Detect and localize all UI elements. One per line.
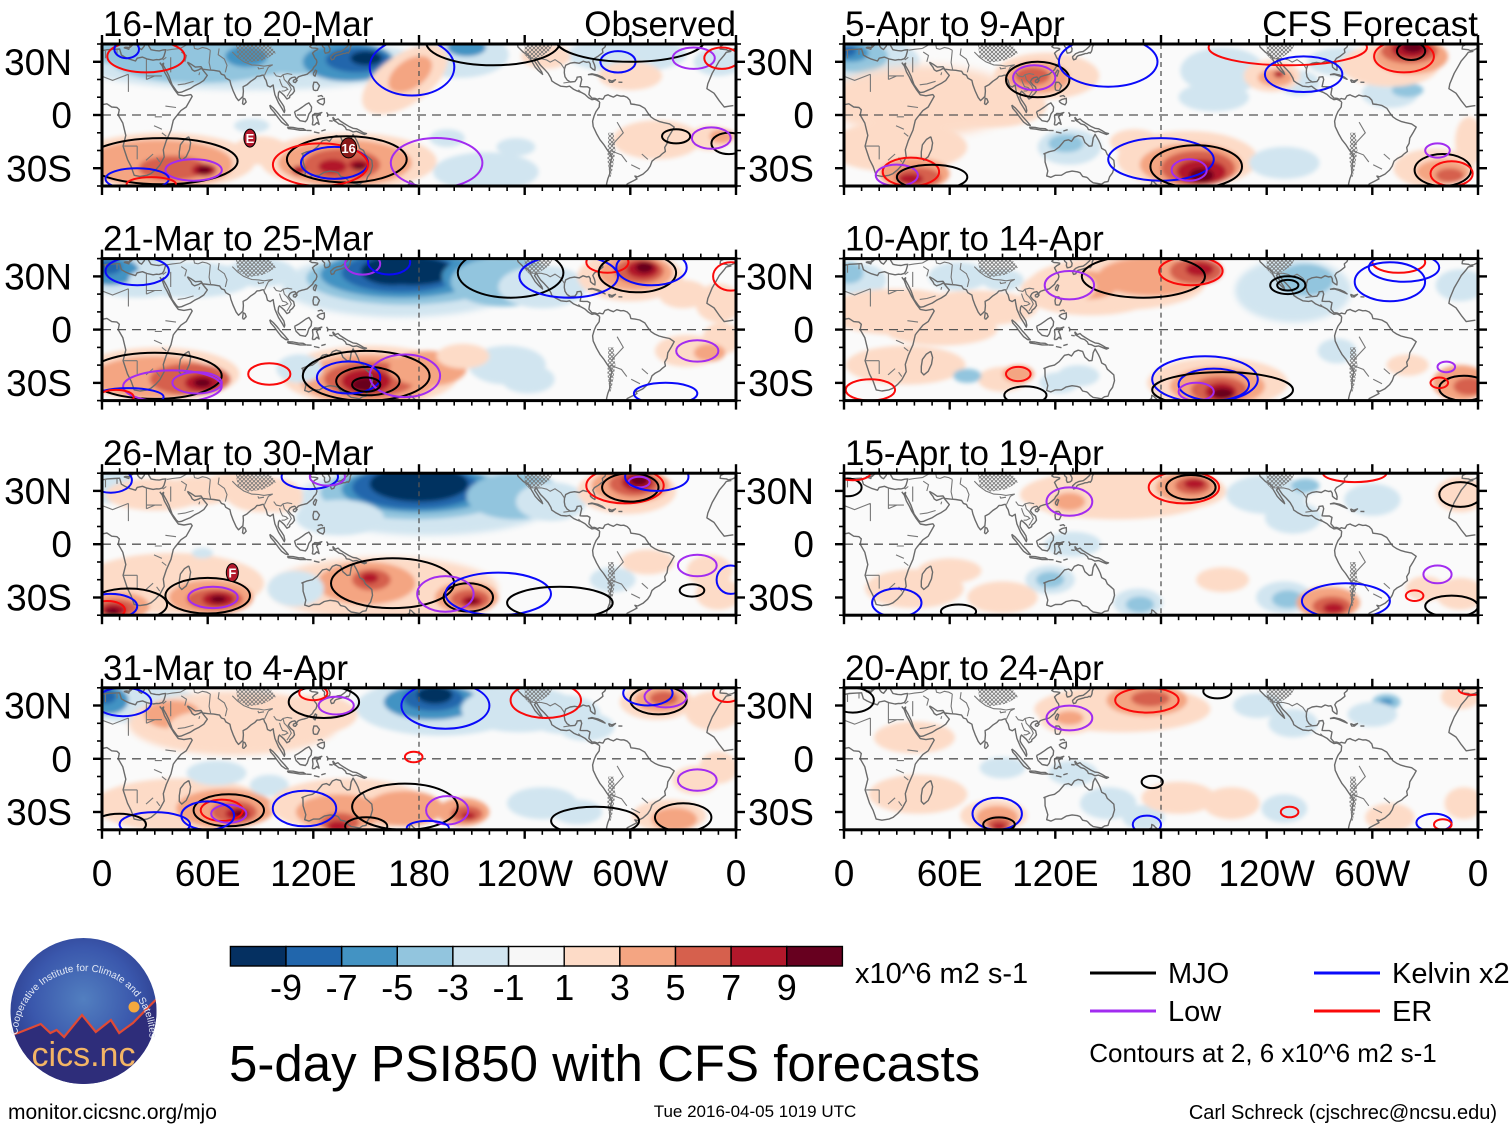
svg-text:20-Apr to 24-Apr: 20-Apr to 24-Apr	[845, 649, 1104, 688]
svg-text:30N: 30N	[746, 471, 814, 512]
svg-text:0: 0	[793, 95, 814, 136]
svg-text:30S: 30S	[748, 577, 814, 618]
svg-text:0: 0	[51, 739, 72, 780]
svg-text:1: 1	[554, 967, 574, 1008]
svg-text:21-Mar to 25-Mar: 21-Mar to 25-Mar	[103, 220, 374, 259]
svg-text:30S: 30S	[6, 577, 72, 618]
svg-text:120W: 120W	[476, 853, 573, 894]
svg-text:3: 3	[610, 967, 630, 1008]
svg-text:30N: 30N	[746, 686, 814, 727]
svg-text:0: 0	[1468, 853, 1489, 894]
svg-text:Carl Schreck (cjschrec@ncsu.ed: Carl Schreck (cjschrec@ncsu.edu)	[1189, 1102, 1497, 1124]
svg-text:-7: -7	[326, 967, 358, 1008]
svg-text:30S: 30S	[6, 792, 72, 833]
svg-text:Observed: Observed	[584, 5, 736, 44]
svg-text:180: 180	[388, 853, 450, 894]
svg-text:60E: 60E	[917, 853, 983, 894]
svg-text:0: 0	[51, 524, 72, 565]
svg-text:-9: -9	[270, 967, 302, 1008]
svg-text:30S: 30S	[748, 363, 814, 404]
svg-text:30S: 30S	[6, 363, 72, 404]
svg-text:-1: -1	[493, 967, 525, 1008]
svg-text:0: 0	[793, 739, 814, 780]
svg-text:30N: 30N	[4, 42, 72, 83]
svg-text:Kelvin x2: Kelvin x2	[1392, 958, 1510, 990]
svg-text:120E: 120E	[1012, 853, 1098, 894]
svg-text:15-Apr to 19-Apr: 15-Apr to 19-Apr	[845, 434, 1104, 473]
svg-text:5-day PSI850 with CFS forecast: 5-day PSI850 with CFS forecasts	[229, 1035, 980, 1092]
svg-text:16-Mar to 20-Mar: 16-Mar to 20-Mar	[103, 5, 374, 44]
svg-text:MJO: MJO	[1168, 958, 1229, 990]
svg-text:30N: 30N	[746, 42, 814, 83]
svg-text:31-Mar to 4-Apr: 31-Mar to 4-Apr	[103, 649, 348, 688]
svg-text:120E: 120E	[270, 853, 356, 894]
svg-text:60E: 60E	[175, 853, 241, 894]
svg-text:0: 0	[51, 95, 72, 136]
svg-text:30N: 30N	[4, 256, 72, 297]
svg-text:CFS Forecast: CFS Forecast	[1262, 5, 1478, 44]
svg-text:5-Apr to 9-Apr: 5-Apr to 9-Apr	[845, 5, 1065, 44]
svg-text:Low: Low	[1168, 996, 1222, 1028]
svg-text:30N: 30N	[4, 686, 72, 727]
svg-text:180: 180	[1130, 853, 1192, 894]
svg-text:60W: 60W	[592, 853, 668, 894]
svg-text:-3: -3	[437, 967, 469, 1008]
svg-text:monitor.cicsnc.org/mjo: monitor.cicsnc.org/mjo	[8, 1101, 217, 1124]
svg-text:E: E	[246, 131, 255, 146]
svg-text:ER: ER	[1392, 996, 1432, 1028]
svg-text:30N: 30N	[4, 471, 72, 512]
svg-text:-5: -5	[381, 967, 413, 1008]
svg-text:26-Mar to 30-Mar: 26-Mar to 30-Mar	[103, 434, 374, 473]
svg-text:10-Apr to 14-Apr: 10-Apr to 14-Apr	[845, 220, 1104, 259]
svg-text:30S: 30S	[6, 148, 72, 189]
svg-text:120W: 120W	[1218, 853, 1315, 894]
svg-text:30N: 30N	[746, 256, 814, 297]
svg-text:cics.nc: cics.nc	[32, 1036, 136, 1074]
svg-text:F: F	[228, 566, 236, 581]
svg-text:5: 5	[665, 967, 685, 1008]
svg-text:9: 9	[777, 967, 797, 1008]
svg-text:0: 0	[793, 310, 814, 351]
svg-text:Tue 2016-04-05 1019 UTC: Tue 2016-04-05 1019 UTC	[654, 1102, 857, 1121]
svg-text:0: 0	[51, 310, 72, 351]
svg-text:0: 0	[92, 853, 113, 894]
svg-text:x10^6 m2 s-1: x10^6 m2 s-1	[855, 958, 1028, 990]
svg-text:16: 16	[341, 141, 355, 156]
svg-text:60W: 60W	[1334, 853, 1410, 894]
svg-text:0: 0	[793, 524, 814, 565]
svg-text:0: 0	[726, 853, 747, 894]
svg-text:0: 0	[834, 853, 855, 894]
svg-text:Contours at 2, 6 x10^6 m2 s-1: Contours at 2, 6 x10^6 m2 s-1	[1089, 1038, 1436, 1068]
svg-text:30S: 30S	[748, 148, 814, 189]
svg-text:7: 7	[721, 967, 741, 1008]
svg-text:30S: 30S	[748, 792, 814, 833]
